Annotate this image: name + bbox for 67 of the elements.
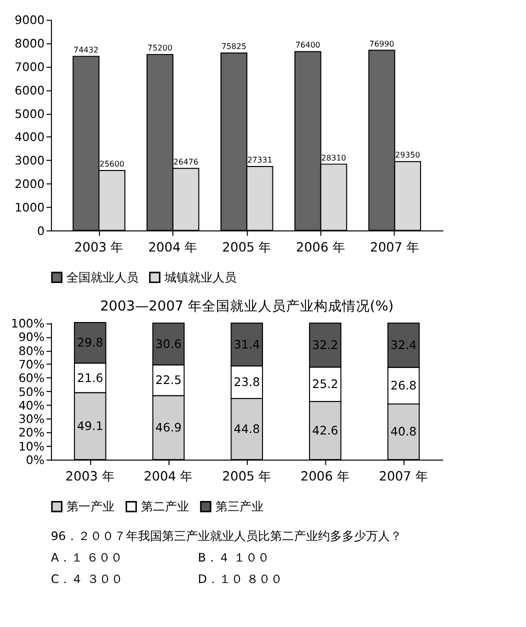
y-tick-label: 90% xyxy=(18,330,45,344)
annotation: 27331 xyxy=(247,156,272,165)
y-tick-label: 0% xyxy=(26,453,45,468)
y-tick-label: 3000 xyxy=(14,154,45,168)
annotation: 28310 xyxy=(321,153,346,162)
annotation: 76990 xyxy=(369,39,394,48)
y-tick-label: 50% xyxy=(18,384,45,399)
text: A．１ ６００ xyxy=(50,550,123,564)
annotation: 29350 xyxy=(395,150,420,160)
y-tick-label: 1000 xyxy=(14,200,45,214)
data-label: 22.5 xyxy=(155,373,182,388)
y-tick-label: 0 xyxy=(37,224,45,238)
data-label: 23.8 xyxy=(234,375,260,390)
x-tick-label: 2005 年 xyxy=(222,240,272,256)
y-tick-label: 70% xyxy=(18,358,45,372)
x-tick-label: 2006 年 xyxy=(300,470,350,485)
x-tick-label: 2007 年 xyxy=(370,240,420,256)
legend-label: 第二产业 xyxy=(141,500,190,514)
x-tick-label: 2004 年 xyxy=(148,240,198,256)
data-label: 21.6 xyxy=(77,370,104,385)
legend-label: 城镇就业人员 xyxy=(164,270,237,284)
data-label: 25.2 xyxy=(312,377,338,392)
text: C．４ ３００ xyxy=(50,572,123,586)
annotation: 75200 xyxy=(148,44,172,53)
data-label: 31.4 xyxy=(234,338,260,352)
y-tick-label: 6000 xyxy=(14,83,45,98)
data-label: 32.4 xyxy=(390,338,417,352)
y-tick-label: 10% xyxy=(18,439,45,454)
chart-title: 2003—2007 年全国就业人员产业构成情况(%) xyxy=(100,298,394,314)
y-tick-label: 80% xyxy=(18,344,45,358)
x-tick-label: 2006 年 xyxy=(296,240,346,256)
legend-label: 第三产业 xyxy=(215,500,264,514)
data-label: 44.8 xyxy=(234,422,260,436)
text: 96．２００７年我国第三产业就业人员比第二产业约多多少万人？ xyxy=(50,528,402,543)
data-label: 49.1 xyxy=(77,419,104,434)
legend-label: 全国就业人员 xyxy=(66,270,139,284)
data-label: 42.6 xyxy=(312,423,338,438)
y-tick-label: 5000 xyxy=(14,106,45,121)
text: B．４ １００ xyxy=(198,550,270,564)
data-label: 32.2 xyxy=(312,338,338,352)
y-tick-label: 2000 xyxy=(14,177,45,192)
y-tick-label: 20% xyxy=(18,426,45,440)
y-tick-label: 60% xyxy=(18,371,45,386)
y-tick-label: 30% xyxy=(18,412,45,426)
data-label: 30.6 xyxy=(155,336,182,351)
y-tick-label: 4000 xyxy=(14,130,45,144)
y-tick-label: 8000 xyxy=(14,36,45,51)
text: D．１０ ８００ xyxy=(198,572,283,586)
annotation: 76400 xyxy=(295,40,320,50)
annotation: 26476 xyxy=(173,157,198,166)
annotation: 75825 xyxy=(221,42,246,52)
x-tick-label: 2007 年 xyxy=(378,470,428,485)
legend-label: 第一产业 xyxy=(66,500,115,514)
y-tick-label: 100% xyxy=(10,316,45,331)
y-tick-label: 40% xyxy=(18,398,45,412)
data-label: 40.8 xyxy=(390,424,417,439)
annotation: 74432 xyxy=(74,45,99,54)
data-label: 46.9 xyxy=(155,420,182,435)
y-tick-label: 9000 xyxy=(14,13,45,28)
data-label: 26.8 xyxy=(390,378,417,393)
y-tick-label: 7000 xyxy=(14,60,45,74)
annotation: 25600 xyxy=(99,160,124,169)
x-tick-label: 2003 年 xyxy=(65,470,115,485)
x-tick-label: 2005 年 xyxy=(222,470,272,485)
data-label: 29.8 xyxy=(77,336,104,350)
x-tick-label: 2003 年 xyxy=(74,240,124,256)
x-tick-label: 2004 年 xyxy=(144,470,194,485)
